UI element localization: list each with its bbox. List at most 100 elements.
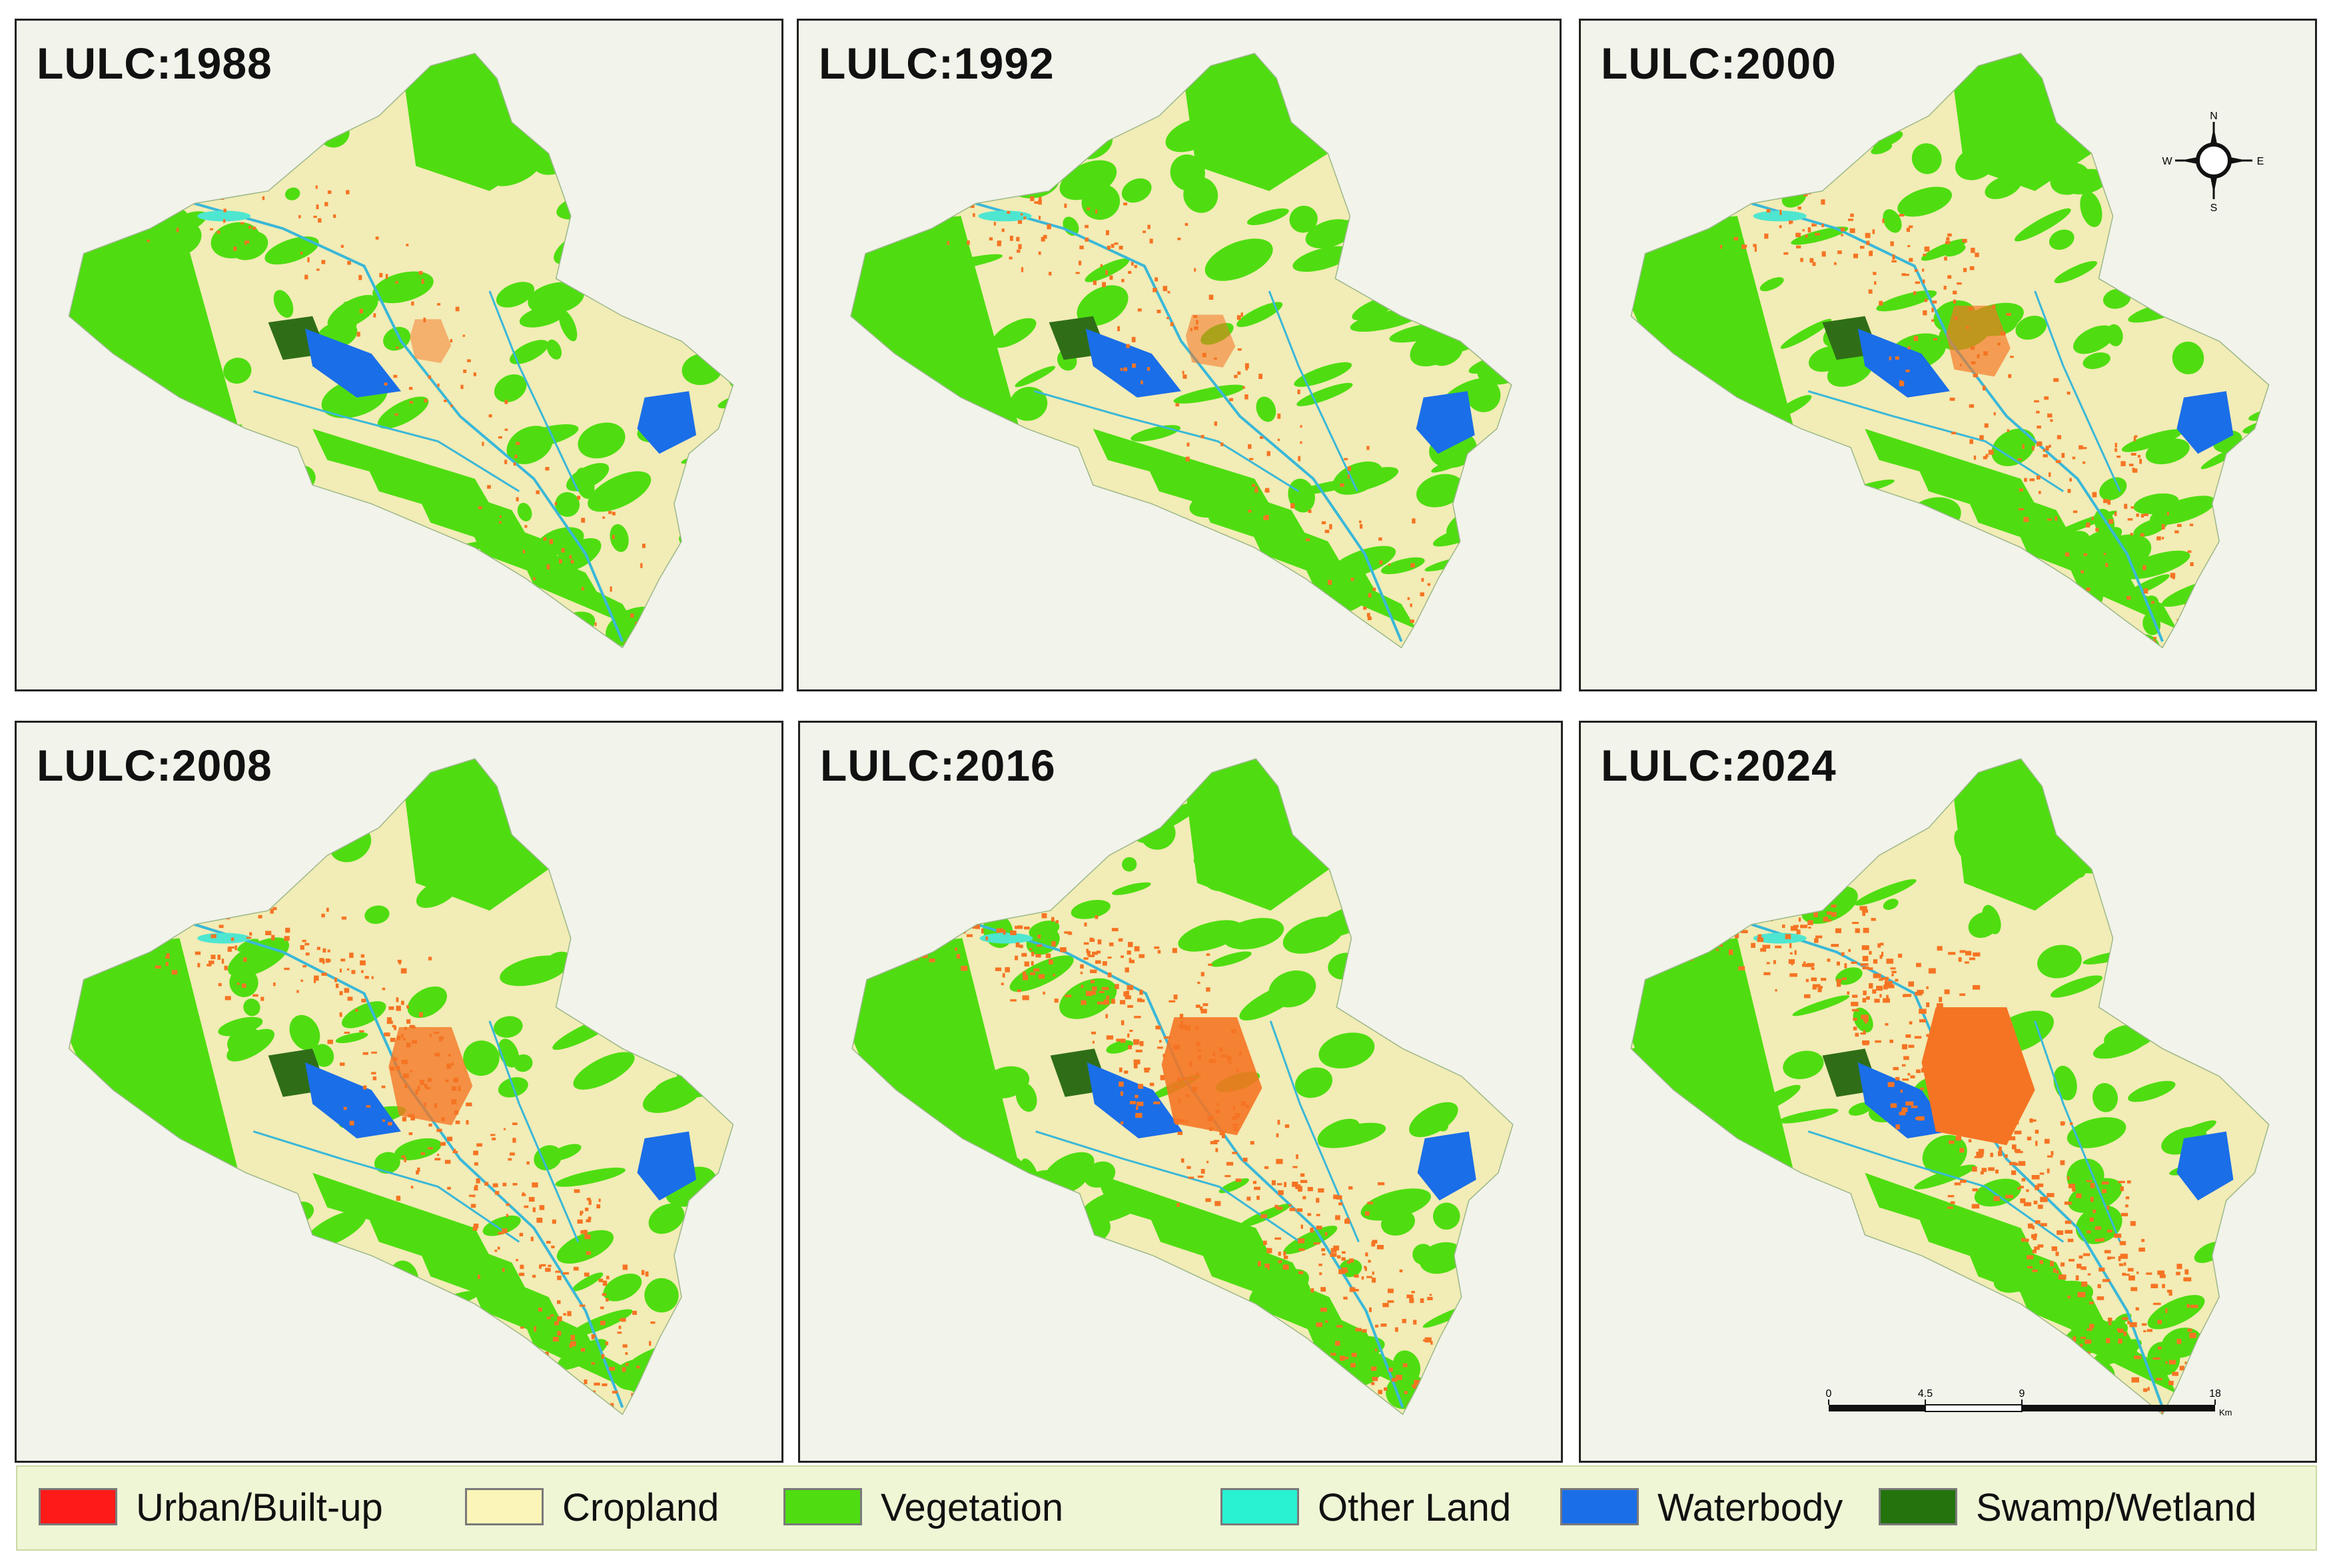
urban-patch [1001, 228, 1005, 232]
urban-patch [210, 228, 213, 230]
urban-patch [2091, 516, 2094, 520]
urban-patch [451, 1062, 454, 1066]
urban-patch [1949, 1140, 1955, 1144]
urban-patch [1010, 931, 1017, 935]
urban-patch [1863, 990, 1867, 996]
urban-patch [1320, 1287, 1326, 1292]
urban-patch [2008, 374, 2012, 378]
urban-patch [313, 978, 316, 983]
urban-patch [2011, 1170, 2017, 1175]
east-river [1269, 1020, 1360, 1242]
urban-patch [434, 1052, 440, 1056]
ridge-vegetation [364, 460, 527, 536]
urban-patch [1107, 957, 1112, 959]
urban-patch [989, 237, 993, 240]
urban-patch [1080, 964, 1084, 969]
vegetation-patch [1178, 920, 1243, 952]
urban-patch [1081, 984, 1084, 988]
vegetation-patch [2093, 1033, 2148, 1059]
northern-forest [1950, 53, 2092, 191]
urban-patch [1860, 1032, 1866, 1035]
urban-patch [1715, 949, 1719, 951]
urban-patch [1186, 1120, 1188, 1123]
urban-patch [2001, 1137, 2009, 1140]
urban-patch [321, 973, 327, 976]
ridge-vegetation [1865, 428, 2035, 504]
urban-patch [1371, 1241, 1376, 1247]
legend-swatch-urban [39, 1488, 117, 1525]
map-panel-2024: LULC:2024 0 4.5 9 18 Km [1579, 721, 2317, 1463]
urban-patch [1126, 344, 1130, 348]
urban-patch [392, 1024, 396, 1028]
urban-patch [340, 959, 346, 962]
urban-patch [1330, 1253, 1337, 1257]
urban-patch [1265, 515, 1269, 520]
urban-patch [2014, 1149, 2021, 1152]
urban-patch [2118, 1338, 2122, 1344]
urban-patch [1907, 1072, 1911, 1076]
urban-patch [398, 961, 402, 965]
vegetation-patch [2121, 550, 2190, 580]
urban-patch [468, 1194, 473, 1197]
vegetation-patch [1380, 557, 1425, 575]
urban-patch [618, 1326, 622, 1330]
urban-patch [1316, 1226, 1322, 1230]
urban-patch [1970, 1062, 1978, 1067]
urban-patch [2032, 1226, 2035, 1230]
urban-patch [1888, 980, 1893, 986]
urban-patch [498, 436, 502, 439]
urban-patch [2122, 1317, 2128, 1320]
urban-patch [1206, 953, 1210, 956]
urban-patch [406, 1042, 411, 1048]
urban-patch [1206, 987, 1210, 992]
urban-patch [1872, 229, 1875, 234]
urban-patch [1903, 1056, 1909, 1060]
urban-patch [1228, 1060, 1232, 1064]
urban-patch [2161, 524, 2165, 530]
urban-patch [1885, 1023, 1889, 1026]
urban-patch [1969, 957, 1975, 961]
urban-patch [1371, 1382, 1375, 1385]
urban-patch [1029, 948, 1033, 951]
urban-patch [585, 1208, 589, 1212]
urban-patch [1937, 1003, 1943, 1008]
urban-patch [396, 1066, 400, 1070]
urban-patch [1242, 1158, 1248, 1162]
urban-patch [467, 359, 471, 362]
urban-patch [1738, 966, 1745, 971]
urban-patch [1364, 1266, 1367, 1272]
urban-patch [219, 925, 224, 929]
other-land-patch [978, 210, 1032, 222]
urban-patch [1134, 1016, 1141, 1018]
urban-patch [466, 1102, 472, 1106]
urban-patch [1973, 952, 1981, 957]
urban-patch [610, 586, 612, 592]
urban-patch [1090, 980, 1095, 984]
urban-patch [2138, 1247, 2145, 1252]
urban-patch [1300, 441, 1302, 444]
urban-patch [360, 954, 365, 958]
urban-patch [1209, 1059, 1216, 1063]
urban-patch [972, 926, 978, 929]
vegetation-patch [1434, 1114, 1449, 1132]
urban-patch [1075, 272, 1080, 274]
urban-patch [318, 218, 322, 223]
urban-patch [240, 222, 244, 224]
vegetation-patch [588, 471, 652, 512]
urban-patch [2102, 1189, 2106, 1194]
urban-patch [2118, 1328, 2124, 1333]
urban-patch [1429, 1294, 1432, 1296]
urban-patch [364, 976, 369, 979]
urban-patch [1919, 1008, 1927, 1014]
urban-patch [1963, 268, 1967, 272]
urban-patch [2176, 1264, 2182, 1270]
urban-patch [428, 1078, 432, 1082]
urban-patch [1116, 1038, 1121, 1042]
urban-patch [437, 1154, 440, 1156]
urban-patch [1347, 466, 1351, 471]
urban-patch [1402, 1363, 1408, 1368]
urban-patch [538, 1308, 542, 1312]
urban-patch [1885, 977, 1889, 980]
urban-patch [1855, 928, 1860, 933]
urban-patch [2053, 378, 2059, 382]
